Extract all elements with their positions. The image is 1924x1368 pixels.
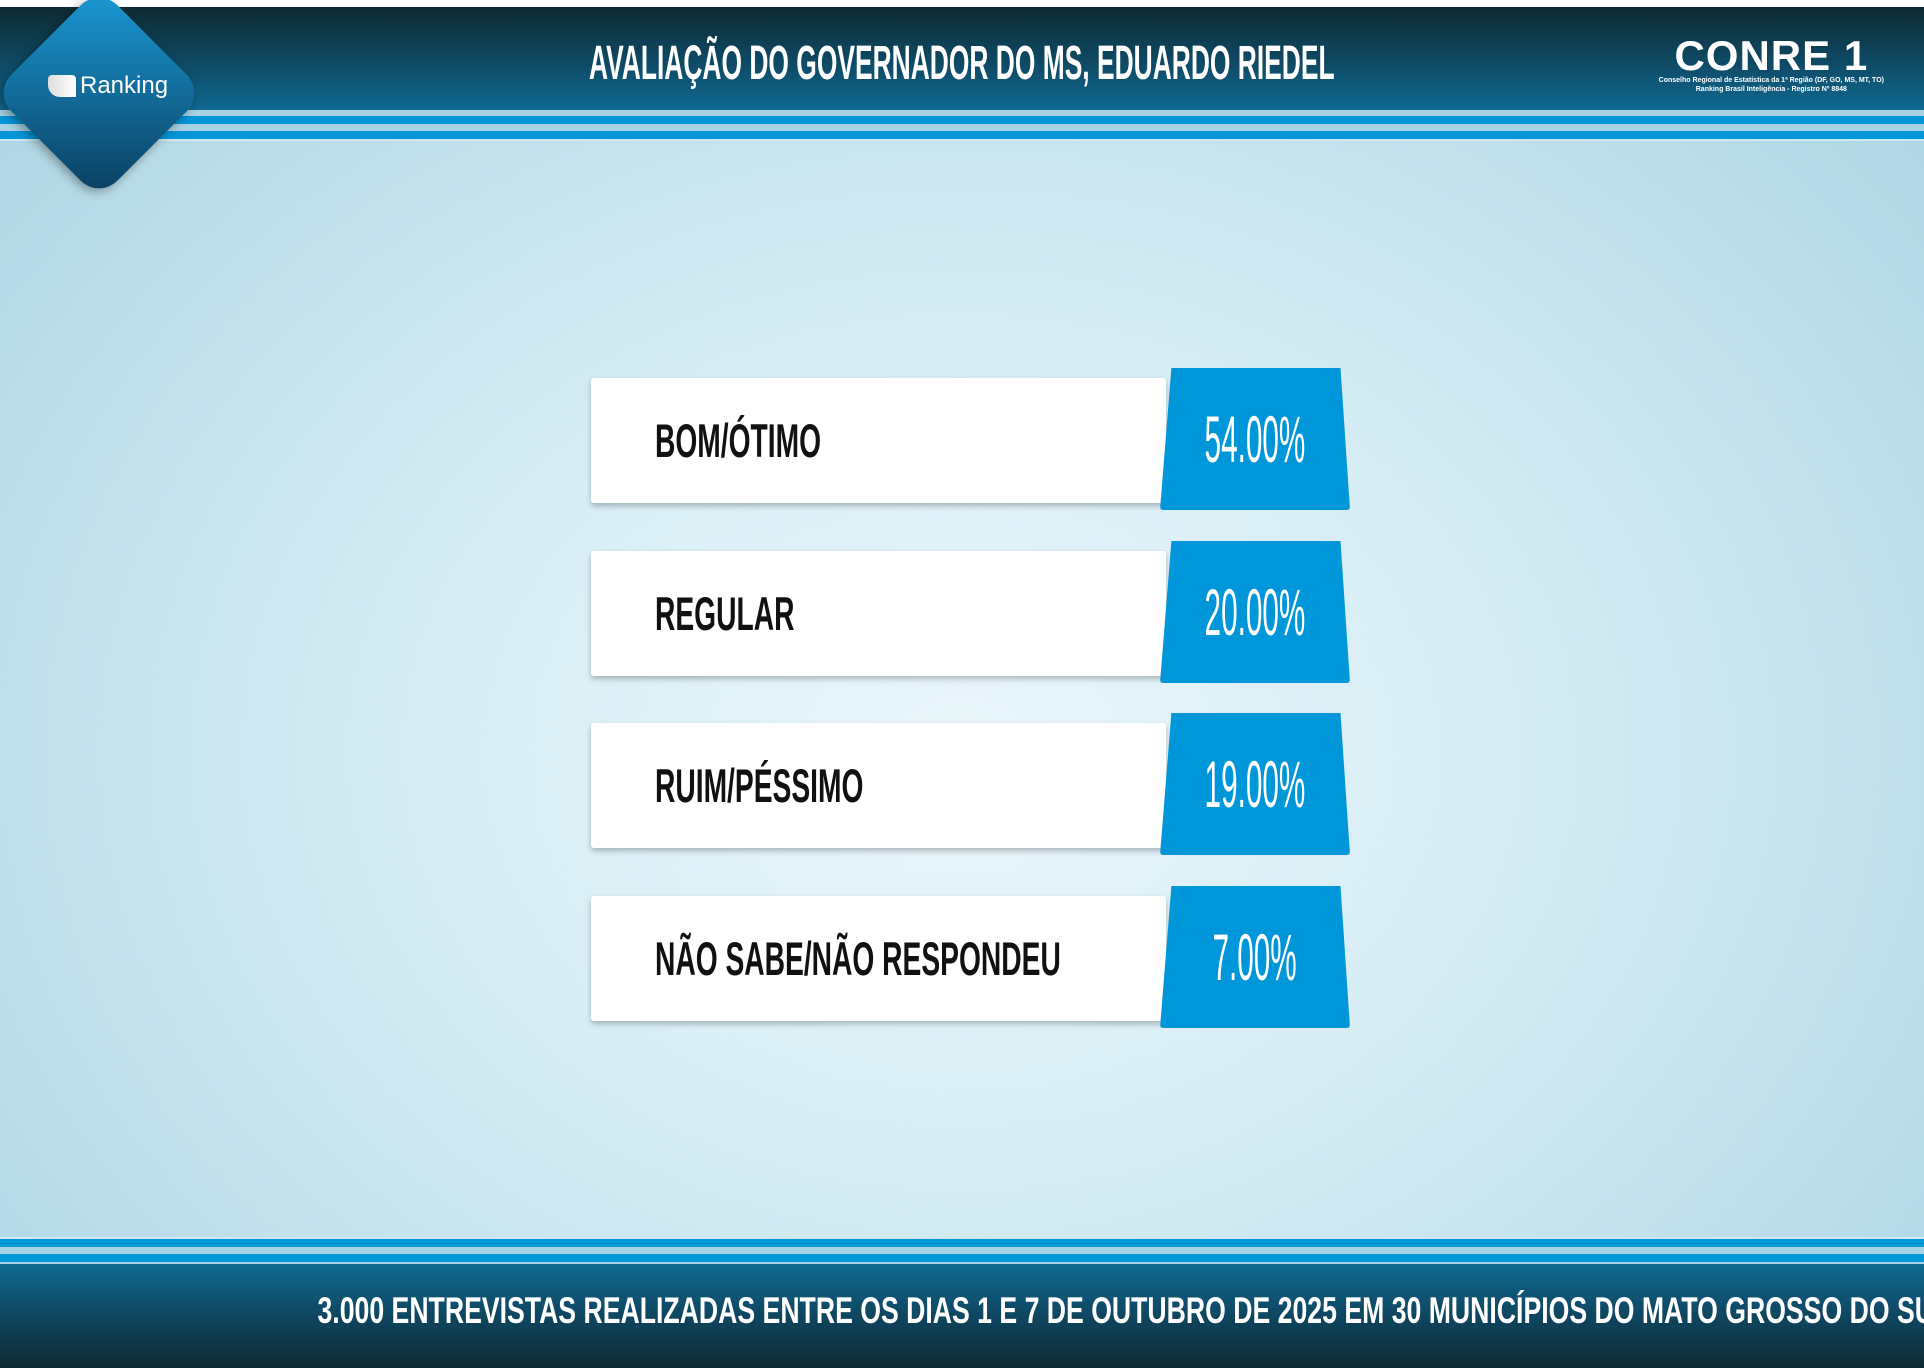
top-border [0,0,1924,7]
bar-row: NÃO SABE/NÃO RESPONDEU 7.00% [591,886,1351,1028]
header-band [0,7,1924,110]
value-label: 54.00% [1204,402,1306,476]
footer-note: 3.000 ENTREVISTAS REALIZADAS ENTRE OS DI… [317,1290,1924,1331]
category-label-box: BOM/ÓTIMO [591,378,1166,503]
conre-subtitle-2: Ranking Brasil Inteligência - Registro N… [1695,86,1847,93]
page-title-text: AVALIAÇÃO DO GOVERNADOR DO MS, EDUARDO R… [589,37,1335,90]
value-box: 54.00% [1160,368,1350,510]
conre-subtitle-1: Conselho Regional de Estatística da 1ª R… [1658,77,1884,84]
value-label: 19.00% [1204,747,1306,821]
category-label-box: NÃO SABE/NÃO RESPONDEU [591,896,1166,1021]
category-label: NÃO SABE/NÃO RESPONDEU [655,932,1061,985]
value-box: 19.00% [1160,713,1350,855]
page-title: AVALIAÇÃO DO GOVERNADOR DO MS, EDUARDO R… [0,36,1924,91]
category-label-box: REGULAR [591,551,1166,676]
category-label: RUIM/PÉSSIMO [655,759,864,812]
ranking-logo-icon [48,75,76,97]
footer-band: 3.000 ENTREVISTAS REALIZADAS ENTRE OS DI… [0,1264,1924,1368]
value-box: 20.00% [1160,541,1350,683]
conre-logo: CONRE 1 Conselho Regional de Estatística… [1658,32,1884,94]
value-label: 20.00% [1204,575,1306,649]
bar-row: BOM/ÓTIMO 54.00% [591,368,1351,510]
ranking-logo-text: Ranking [80,72,169,99]
category-label-box: RUIM/PÉSSIMO [591,723,1166,848]
bar-row: REGULAR 20.00% [591,541,1351,683]
ranking-logo: Ranking [48,72,168,100]
conre-logo-text: CONRE 1 [1674,32,1869,79]
bar-row: RUIM/PÉSSIMO 19.00% [591,713,1351,855]
category-label: BOM/ÓTIMO [655,414,822,467]
value-box: 7.00% [1160,886,1350,1028]
category-label: REGULAR [655,587,795,640]
value-label: 7.00% [1212,920,1298,994]
header-stripes [0,110,1924,141]
